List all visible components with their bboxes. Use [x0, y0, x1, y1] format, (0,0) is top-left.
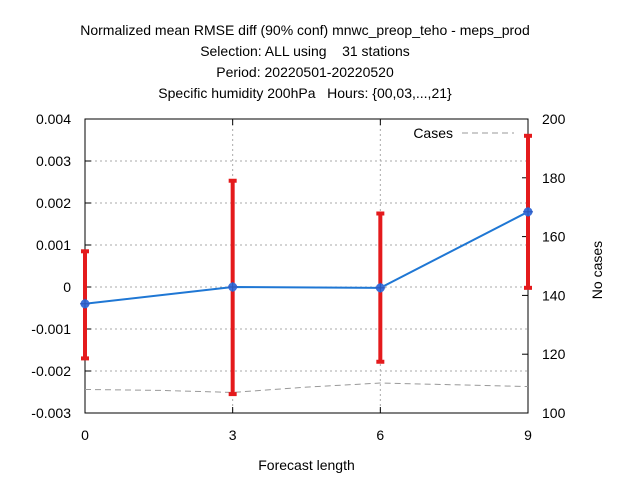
- y-left-tick-label: -0.003: [31, 405, 71, 421]
- x-tick-label: 6: [376, 427, 384, 443]
- x-tick-label: 9: [524, 427, 532, 443]
- error-bars: [81, 133, 532, 397]
- y-right-tick-label: 200: [542, 111, 566, 127]
- y-right-tick-label: 100: [542, 405, 566, 421]
- title-line-2: Selection: ALL using 31 stations: [200, 43, 410, 59]
- data-point: [80, 298, 90, 309]
- rmse-diff-line: [84, 210, 529, 305]
- rmse-diff-series: [80, 206, 533, 309]
- cases-series: [84, 382, 529, 393]
- axis-ticks: [84, 118, 529, 414]
- data-point: [523, 206, 533, 217]
- y-axis-right-title: No cases: [589, 241, 605, 299]
- chart-title: Normalized mean RMSE diff (90% conf) mnw…: [80, 22, 530, 101]
- y-left-tick-label: 0.004: [36, 111, 71, 127]
- plot-frame: [84, 118, 529, 414]
- x-tick-label: 0: [81, 427, 89, 443]
- y-left-tick-label: 0.003: [36, 153, 71, 169]
- y-axis-left-labels: 0.004 0.003 0.002 0.001 0 -0.001 -0.002 -0.003: [31, 111, 71, 421]
- y-right-tick-label: 160: [542, 229, 566, 245]
- y-left-tick-label: 0.002: [36, 195, 71, 211]
- y-left-tick-label: 0.001: [36, 237, 71, 253]
- x-axis-labels: 0 3 6 9: [81, 427, 532, 443]
- x-axis-title: Forecast length: [258, 457, 355, 473]
- y-left-tick-label: -0.002: [31, 363, 71, 379]
- legend: Cases: [413, 125, 514, 141]
- y-left-tick-label: 0: [63, 279, 71, 295]
- title-line-1: Normalized mean RMSE diff (90% conf) mnw…: [80, 22, 530, 38]
- data-point: [227, 282, 238, 292]
- y-axis-right-labels: 200 180 160 140 120 100: [542, 111, 566, 421]
- title-line-3: Period: 20220501-20220520: [216, 64, 394, 80]
- x-tick-label: 3: [229, 427, 237, 443]
- grid: [85, 119, 528, 413]
- y-left-tick-label: -0.001: [31, 321, 71, 337]
- y-right-tick-label: 180: [542, 170, 566, 186]
- y-right-tick-label: 140: [542, 287, 566, 303]
- cases-line: [84, 382, 529, 393]
- legend-label-cases: Cases: [413, 125, 453, 141]
- y-right-tick-label: 120: [542, 346, 566, 362]
- data-point: [375, 282, 386, 293]
- title-line-4: Specific humidity 200hPa Hours: {00,03,.…: [158, 85, 452, 101]
